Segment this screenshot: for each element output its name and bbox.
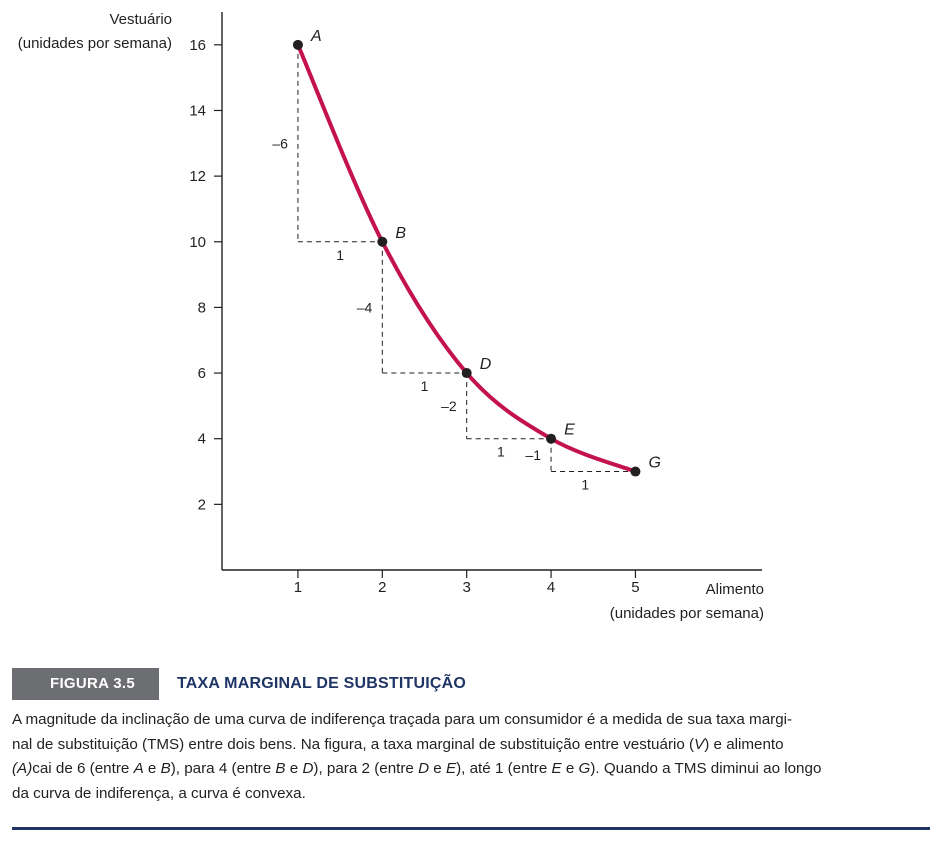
x-tick-label: 3 xyxy=(463,579,471,596)
figure-number-badge: FIGURA 3.5 xyxy=(12,668,159,700)
point-b-label: B xyxy=(395,225,406,242)
x-tick-label: 1 xyxy=(294,579,302,596)
x-axis-title: Alimento xyxy=(706,581,764,598)
caption-body: A magnitude da inclinação de uma curva d… xyxy=(12,708,930,806)
axis-labels: Vestuário (unidades por semana) Alimento (u… xyxy=(18,11,764,622)
caption-pt-d: D xyxy=(302,760,314,777)
point-g-marker xyxy=(630,466,641,477)
step-delta-x-label: 1 xyxy=(497,444,505,460)
caption-seg: e xyxy=(561,760,579,777)
y-axis-title: Vestuário xyxy=(109,11,172,28)
caption-header: FIGURA 3.5 TAXA MARGINAL DE SUBSTITUIÇÃO xyxy=(12,668,930,700)
point-b-marker xyxy=(377,236,388,247)
y-tick-label: 16 xyxy=(189,37,206,54)
y-tick-label: 10 xyxy=(189,234,206,251)
step-delta-y-label: –1 xyxy=(525,447,541,463)
step-delta-y-label: –6 xyxy=(272,135,288,151)
x-tick-label: 4 xyxy=(547,579,555,596)
caption-var-a: (A) xyxy=(12,760,33,777)
indifference-curve-line xyxy=(295,42,638,474)
x-tick-label: 5 xyxy=(631,579,639,596)
y-axis-subtitle: (unidades por semana) xyxy=(18,35,172,52)
point-d-label: D xyxy=(480,356,492,373)
point-a-marker xyxy=(292,39,303,50)
y-tick-label: 2 xyxy=(198,496,206,513)
point-a-label: A xyxy=(310,28,322,45)
caption-line-2a: nal de substituição (TMS) entre dois ben… xyxy=(12,735,695,753)
y-tick-label: 12 xyxy=(189,168,206,185)
x-axis-subtitle: (unidades por semana) xyxy=(610,605,764,622)
point-e-label: E xyxy=(564,422,575,439)
step-delta-x-label: 1 xyxy=(421,378,429,394)
caption-seg: e xyxy=(429,760,446,777)
curve-points: A B D E G xyxy=(292,28,661,477)
point-d-marker xyxy=(461,368,472,379)
caption-pt-g: G xyxy=(578,760,591,777)
indifference-curve xyxy=(295,42,638,474)
caption-pt-e: E xyxy=(551,760,562,777)
caption-pt-d: D xyxy=(418,760,430,777)
caption-line-4: da curva de indiferença, a curva é conve… xyxy=(12,784,306,802)
caption-seg: ). Quando a TMS diminui ao longo xyxy=(590,760,822,777)
caption-pt-b: B xyxy=(275,760,286,777)
caption-line-2b: ) e alimento xyxy=(704,735,784,753)
caption-seg: ), para 4 (entre xyxy=(170,760,276,777)
figure-caption: FIGURA 3.5 TAXA MARGINAL DE SUBSTITUIÇÃO… xyxy=(12,668,930,806)
caption-pt-b: B xyxy=(160,760,171,777)
figure-title: TAXA MARGINAL DE SUBSTITUIÇÃO xyxy=(176,675,467,692)
caption-seg: e xyxy=(143,760,161,777)
caption-seg: ), para 2 (entre xyxy=(313,760,419,777)
caption-var-v: V xyxy=(694,735,705,753)
step-delta-y-label: –4 xyxy=(357,299,373,315)
y-tick-label: 14 xyxy=(189,102,206,119)
caption-seg: cai de 6 (entre xyxy=(32,760,134,777)
mrs-steps: –6 1 –4 1 –2 1 –1 1 xyxy=(272,44,636,493)
y-tick-label: 6 xyxy=(198,365,206,382)
point-g-label: G xyxy=(648,455,660,472)
step-delta-x-label: 1 xyxy=(336,247,344,263)
x-tick-label: 2 xyxy=(378,579,386,596)
point-e-marker xyxy=(546,433,557,444)
y-tick-label: 4 xyxy=(198,431,206,448)
caption-seg: e xyxy=(285,760,303,777)
caption-pt-a: A xyxy=(133,760,144,777)
y-tick-label: 8 xyxy=(198,299,206,316)
bottom-rule xyxy=(12,827,930,830)
caption-line-1: A magnitude da inclinação de uma curva d… xyxy=(12,711,793,728)
step-delta-x-label: 1 xyxy=(581,477,589,493)
step-delta-y-label: –2 xyxy=(441,398,457,414)
caption-pt-e: E xyxy=(445,760,457,777)
caption-seg: ), até 1 (entre xyxy=(456,760,552,777)
